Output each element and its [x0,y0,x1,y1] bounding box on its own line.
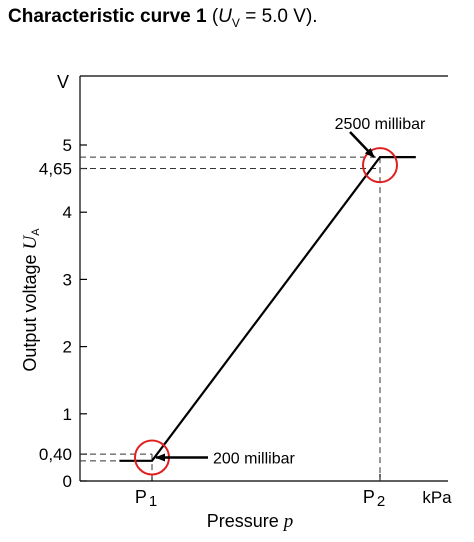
y-tick-label: 0 [63,472,72,491]
annotation-label-p2: 2500 millibar [335,116,426,133]
y-axis-label: Output voltage UA [20,228,42,372]
annotation-arrow-p2 [349,131,375,159]
x-tick-sub: 1 [149,493,157,510]
annotation-label-p1: 200 millibar [213,450,295,467]
y-axis-label-var: U [20,234,41,249]
y-tick-label: 5 [63,136,72,155]
y-tick-label: 4 [63,203,72,222]
x-tick-sub: 2 [377,493,385,510]
x-axis-label-var: p [282,511,294,532]
y-tick-label: 2 [63,338,72,357]
y-tick-label: 0,40 [39,445,72,464]
title-value: = 5.0 V). [239,6,318,27]
title-bold: Characteristic curve 1 [8,6,207,27]
title-paren: ( [206,6,219,27]
highlight-circle-p2 [362,147,398,184]
title-var: U [218,6,232,27]
y-axis-label-sub: A [30,228,42,236]
x-axis-label: Pressure p [207,511,294,532]
y-unit-label: V [57,72,69,92]
x-unit-label: kPa [422,488,452,507]
y-tick-label: 4,65 [39,160,72,179]
title-var-sub: V [231,15,240,30]
y-tick-label: 1 [63,405,72,424]
characteristic-curve-line [119,156,416,462]
y-tick-label: 3 [63,270,72,289]
chart-title: Characteristic curve 1 (UV = 5.0 V). [8,6,318,30]
